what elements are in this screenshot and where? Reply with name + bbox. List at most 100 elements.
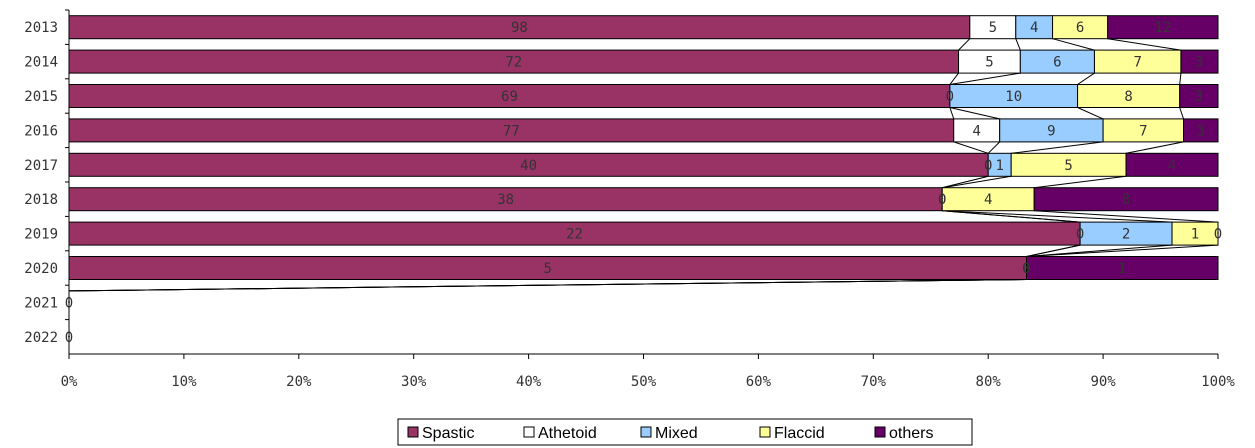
bar-segment-flaccid: [1171, 221, 1219, 246]
data-label: 0: [1022, 261, 1030, 277]
data-label: 0: [938, 192, 946, 208]
x-tick-label: 100%: [1201, 374, 1235, 390]
legend-swatch: [759, 426, 771, 438]
connector-line: [953, 141, 989, 154]
bar-segment-others: [1033, 187, 1219, 212]
data-label: 0: [1214, 227, 1222, 243]
x-tick-label: 60%: [746, 374, 772, 390]
legend: Spastic Athetoid Mixed Flaccid others: [397, 418, 973, 446]
bar-segment-others: [1125, 152, 1219, 177]
connector-line: [942, 210, 1173, 223]
data-label: 2: [1122, 227, 1130, 243]
data-label: 1: [1118, 261, 1126, 277]
connector-line: [1077, 107, 1104, 120]
connector-line: [942, 175, 1012, 189]
data-label: 0: [946, 89, 954, 105]
connector-line: [1034, 175, 1127, 189]
y-tick-label: 2018: [24, 192, 58, 208]
y-tick-label: 2013: [24, 20, 58, 36]
connector-line: [1011, 141, 1104, 154]
x-tick-label: 90%: [1090, 374, 1116, 390]
data-label: 4: [972, 123, 980, 139]
data-label: 3: [1195, 89, 1203, 105]
legend-label: Spastic: [422, 425, 474, 442]
connector-line: [949, 72, 1021, 85]
connector-line: [1052, 38, 1095, 51]
legend-swatch: [874, 426, 886, 438]
data-label: 1: [995, 158, 1003, 174]
x-tick-label: 30%: [401, 374, 427, 390]
legend-label: Mixed: [655, 425, 698, 442]
data-label: 77: [503, 123, 520, 139]
x-tick-label: 40%: [516, 374, 542, 390]
connector-line: [1026, 244, 1219, 257]
data-label: 0: [938, 192, 946, 208]
bar-segment-others: [1183, 118, 1219, 143]
bar-segment-others: [1180, 49, 1219, 74]
data-label: 38: [497, 192, 514, 208]
connector-line: [1077, 72, 1095, 85]
y-tick-label: 2016: [24, 123, 58, 139]
y-tick-label: 2019: [24, 227, 58, 243]
data-label: 22: [566, 227, 583, 243]
x-tick-label: 80%: [976, 374, 1002, 390]
y-tick-label: 2020: [24, 261, 58, 277]
connector-line: [949, 72, 959, 85]
bar-segment-others: [1107, 15, 1219, 40]
legend-label: Flaccid: [774, 425, 825, 442]
connector-line: [1107, 38, 1182, 51]
data-label: 69: [501, 89, 518, 105]
data-label: 3: [1197, 123, 1205, 139]
x-tick-label: 0%: [61, 374, 78, 390]
y-tick-label: 2015: [24, 89, 58, 105]
connector-line: [942, 210, 1081, 223]
data-label: 4: [1030, 20, 1038, 36]
data-label: 1: [1191, 227, 1199, 243]
data-label: 0: [1076, 227, 1084, 243]
data-label: 4: [1168, 158, 1176, 174]
data-label: 5: [1064, 158, 1072, 174]
legend-swatch: [640, 426, 652, 438]
connector-line: [1179, 73, 1182, 85]
legend-label: Athetoid: [538, 425, 597, 442]
x-tick-label: 20%: [286, 374, 312, 390]
data-label: 4: [984, 192, 992, 208]
connector-line: [942, 175, 989, 189]
data-label: 7: [1133, 55, 1141, 71]
data-label: 0: [1022, 261, 1030, 277]
data-label: 12: [1154, 20, 1171, 36]
data-label: 3: [1195, 55, 1203, 71]
data-label: 8: [1124, 89, 1132, 105]
data-label: 9: [1047, 123, 1055, 139]
connector-line: [68, 279, 1027, 292]
bar-segment-others: [1179, 84, 1219, 108]
data-label: 0: [1022, 261, 1030, 277]
data-label: 8: [1122, 192, 1130, 208]
y-tick-label: 2022: [24, 330, 58, 346]
connector-line: [1015, 38, 1021, 51]
connector-line: [949, 107, 1000, 120]
data-label: 98: [511, 20, 528, 36]
x-tick-label: 70%: [861, 374, 887, 390]
data-label: 72: [505, 55, 522, 71]
x-tick-label: 10%: [171, 374, 197, 390]
connector-line: [987, 141, 1001, 154]
connector-line: [1026, 244, 1081, 257]
connector-line: [949, 107, 955, 120]
y-tick-label: 2017: [24, 158, 58, 174]
bar-segment-others: [1026, 256, 1219, 280]
data-label: 40: [520, 158, 537, 174]
y-tick-label: 2014: [24, 55, 58, 71]
legend-label: others: [889, 425, 933, 442]
data-label: 6: [1076, 20, 1084, 36]
data-label: 7: [1139, 123, 1147, 139]
data-label: 5: [985, 55, 993, 71]
data-label: 10: [1005, 89, 1022, 105]
x-tick-label: 50%: [631, 374, 657, 390]
legend-swatch: [523, 426, 535, 438]
data-label: 6: [1053, 55, 1061, 71]
legend-swatch: [407, 426, 419, 438]
data-label: 5: [989, 20, 997, 36]
